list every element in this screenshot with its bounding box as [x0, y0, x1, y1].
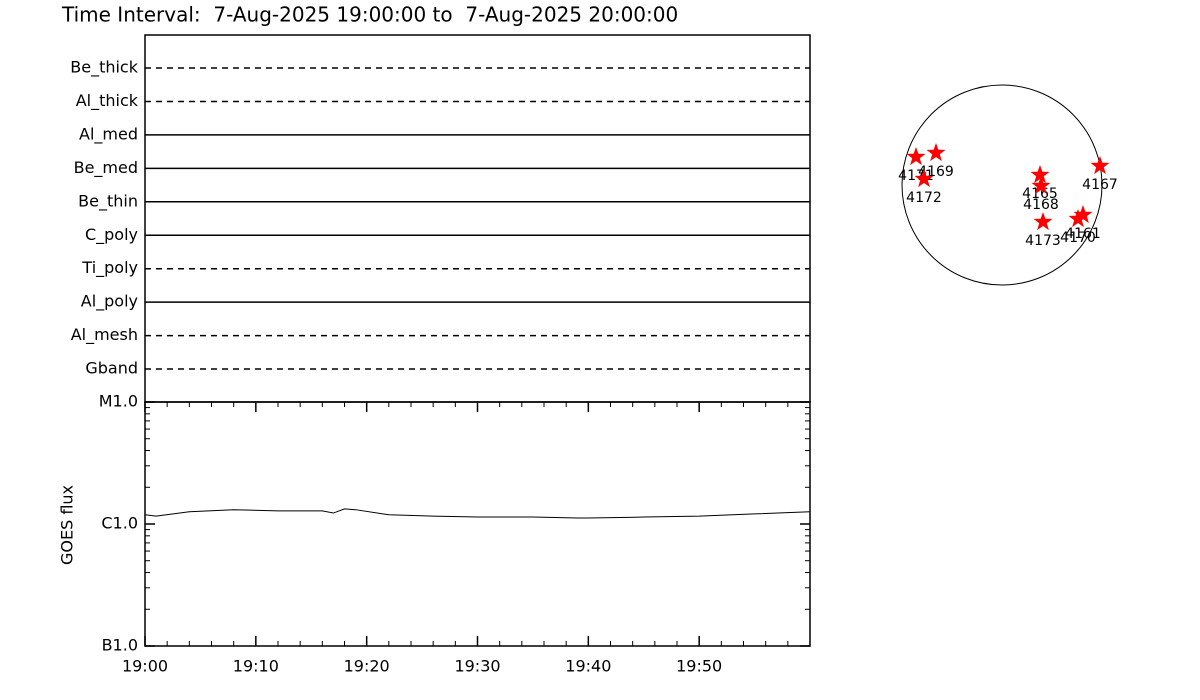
row-label: Be_med [74, 158, 138, 178]
row-label: Al_med [79, 124, 138, 144]
y-tick-label: M1.0 [99, 392, 138, 411]
y-tick-label: B1.0 [102, 636, 138, 655]
region-label: 4165 [1022, 186, 1058, 202]
region-star [1073, 205, 1093, 224]
region-star [914, 169, 934, 188]
region-star [926, 143, 946, 162]
row-label: Ti_poly [81, 258, 138, 278]
region-star [906, 147, 926, 166]
row-label: Al_poly [81, 292, 138, 312]
goes-panel [144, 401, 811, 647]
y-axis-label: GOES flux [58, 485, 77, 565]
x-tick-label: 19:50 [676, 657, 722, 676]
region-label: 4168 [1023, 197, 1059, 213]
region-star [1068, 209, 1088, 228]
region-star [1090, 156, 1110, 175]
region-star [1031, 176, 1051, 195]
x-tick-label: 19:20 [344, 657, 390, 676]
row-label: Al_mesh [71, 325, 138, 345]
region-star [1030, 165, 1050, 184]
row-label: Al_thick [76, 91, 139, 111]
region-star [1033, 212, 1053, 231]
y-tick-label: C1.0 [101, 514, 138, 533]
region-label: 4173 [1025, 233, 1061, 249]
region-label: 4172 [906, 190, 942, 206]
goes-curve [144, 508, 811, 519]
x-tick-label: 19:30 [454, 657, 500, 676]
region-label: 4167 [1082, 177, 1118, 193]
region-label: 4170 [1060, 230, 1096, 246]
row-label: Be_thin [78, 191, 138, 211]
x-tick-label: 19:00 [122, 657, 168, 676]
x-tick-label: 19:40 [565, 657, 611, 676]
filter-panel [144, 34, 811, 403]
row-label: Be_thick [70, 58, 138, 78]
chart-title: Time Interval: 7-Aug-2025 19:00:00 to 7-… [61, 3, 678, 27]
region-label: 4161 [1065, 226, 1101, 242]
x-tick-label: 19:10 [233, 657, 279, 676]
row-label: Gband [85, 359, 138, 378]
solar-disk [901, 84, 1103, 286]
row-label: C_poly [85, 225, 138, 245]
